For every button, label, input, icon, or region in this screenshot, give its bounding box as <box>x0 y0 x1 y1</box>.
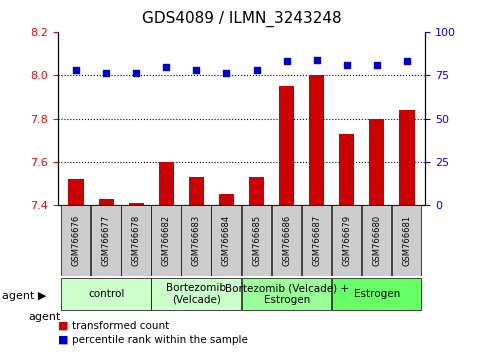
Text: percentile rank within the sample: percentile rank within the sample <box>72 335 248 345</box>
Text: GSM766684: GSM766684 <box>222 215 231 266</box>
FancyBboxPatch shape <box>91 205 121 276</box>
Point <box>132 71 140 76</box>
Text: GSM766677: GSM766677 <box>101 215 111 266</box>
Text: Bortezomib (Velcade) +
Estrogen: Bortezomib (Velcade) + Estrogen <box>225 283 349 305</box>
FancyBboxPatch shape <box>151 278 241 310</box>
Bar <box>279 86 294 205</box>
FancyBboxPatch shape <box>61 205 90 276</box>
Bar <box>189 177 204 205</box>
Text: GDS4089 / ILMN_3243248: GDS4089 / ILMN_3243248 <box>142 11 341 27</box>
Bar <box>399 110 414 205</box>
Text: GSM766686: GSM766686 <box>282 215 291 266</box>
Text: GSM766687: GSM766687 <box>312 215 321 266</box>
Text: GSM766680: GSM766680 <box>372 215 382 266</box>
Bar <box>309 75 324 205</box>
Bar <box>339 134 355 205</box>
Point <box>72 67 80 73</box>
FancyBboxPatch shape <box>242 205 271 276</box>
Text: Bortezomib
(Velcade): Bortezomib (Velcade) <box>166 283 227 305</box>
FancyBboxPatch shape <box>151 205 181 276</box>
FancyBboxPatch shape <box>61 278 151 310</box>
FancyBboxPatch shape <box>332 205 361 276</box>
Text: agent ▶: agent ▶ <box>2 291 47 301</box>
Text: GSM766683: GSM766683 <box>192 215 201 266</box>
Point <box>313 57 321 62</box>
Bar <box>219 194 234 205</box>
Bar <box>369 119 384 205</box>
Text: control: control <box>88 289 124 299</box>
Text: GSM766682: GSM766682 <box>162 215 171 266</box>
FancyBboxPatch shape <box>181 205 211 276</box>
FancyBboxPatch shape <box>302 205 331 276</box>
Point <box>343 62 351 68</box>
Text: Estrogen: Estrogen <box>354 289 400 299</box>
Bar <box>159 162 174 205</box>
Bar <box>69 179 84 205</box>
Text: GSM766685: GSM766685 <box>252 215 261 266</box>
Text: GSM766678: GSM766678 <box>132 215 141 266</box>
FancyBboxPatch shape <box>362 205 391 276</box>
Point <box>373 62 381 68</box>
Text: ■: ■ <box>58 321 69 331</box>
Text: ■: ■ <box>58 335 69 345</box>
Text: GSM766676: GSM766676 <box>71 215 81 266</box>
Text: agent: agent <box>28 312 61 322</box>
Bar <box>128 203 144 205</box>
Text: GSM766679: GSM766679 <box>342 215 351 266</box>
FancyBboxPatch shape <box>332 278 422 310</box>
Point <box>283 58 290 64</box>
Point <box>193 67 200 73</box>
FancyBboxPatch shape <box>121 205 151 276</box>
FancyBboxPatch shape <box>271 205 301 276</box>
FancyBboxPatch shape <box>212 205 241 276</box>
Bar <box>249 177 264 205</box>
Text: GSM766681: GSM766681 <box>402 215 412 266</box>
Point <box>403 58 411 64</box>
Point <box>253 67 260 73</box>
Point <box>102 71 110 76</box>
FancyBboxPatch shape <box>242 278 331 310</box>
Bar <box>99 199 114 205</box>
Point <box>162 64 170 69</box>
Text: transformed count: transformed count <box>72 321 170 331</box>
FancyBboxPatch shape <box>392 205 422 276</box>
Point <box>223 71 230 76</box>
